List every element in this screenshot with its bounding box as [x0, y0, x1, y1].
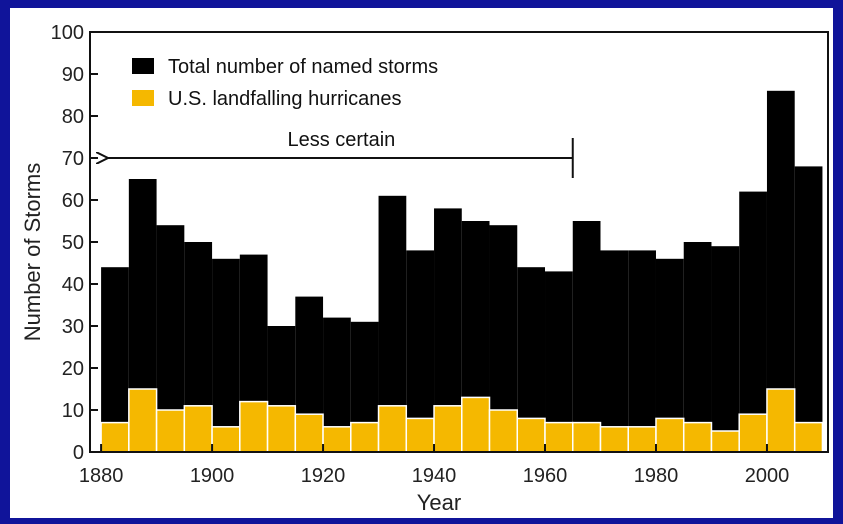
- bar-landfalling-hurricanes-1965: [572, 421, 602, 453]
- legend-label-landfalling-hurricanes: U.S. landfalling hurricanes: [168, 88, 401, 110]
- chart-panel: 0 10 20 30 40 50 60 70 80 90 100 1880 1900 1920 1940 19…: [10, 8, 833, 518]
- bar-landfalling-hurricanes-1995: [738, 413, 768, 453]
- bar-landfalling-hurricanes-1985: [682, 421, 713, 453]
- bar-landfalling-hurricanes-1990: [710, 430, 740, 453]
- bar-total-storms-1970: [600, 250, 629, 452]
- bar-landfalling-hurricanes-1960: [544, 421, 574, 453]
- bar-landfalling-hurricanes-1935: [405, 417, 435, 453]
- x-tick-label-1980: 1980: [634, 465, 679, 487]
- x-tick-label-1920: 1920: [301, 465, 346, 487]
- bar-total-storms-1995: [739, 191, 767, 452]
- bar-landfalling-hurricanes-1910: [266, 405, 297, 453]
- y-tick-label-60: 60: [62, 190, 84, 212]
- bar-landfalling-hurricanes-1920: [322, 426, 352, 453]
- bar-total-storms-1880: [101, 267, 129, 452]
- x-tick-label-1900: 1900: [190, 465, 235, 487]
- y-axis-title: Number of Storms: [20, 163, 45, 342]
- x-tick-label-1960: 1960: [523, 465, 568, 487]
- storms-bar-chart: 0 10 20 30 40 50 60 70 80 90 100 1880 1900 1920 1940 19…: [20, 22, 829, 515]
- y-tick-label-100: 100: [51, 22, 84, 44]
- bar-total-storms-1990: [711, 246, 740, 452]
- bar-landfalling-hurricanes-1885: [128, 388, 158, 453]
- bar-total-storms-1900: [212, 258, 240, 452]
- bar-landfalling-hurricanes-1950: [488, 409, 519, 453]
- x-tick-label-1880: 1880: [79, 465, 124, 487]
- bar-landfalling-hurricanes-1970: [599, 426, 629, 453]
- bar-landfalling-hurricanes-1980: [655, 417, 685, 453]
- y-tick-label-50: 50: [62, 232, 84, 254]
- y-tick-label-0: 0: [73, 442, 84, 464]
- axis-ticks: 0 10 20 30 40 50 60 70 80 90 100 1880 1900 1920 1940 19…: [51, 22, 790, 487]
- x-tick-label-1940: 1940: [412, 465, 457, 487]
- bar-landfalling-hurricanes-1930: [377, 405, 408, 453]
- less-certain-label: Less certain: [287, 129, 395, 151]
- y-tick-label-40: 40: [62, 274, 84, 296]
- bar-total-storms-1965: [572, 221, 601, 452]
- x-axis-title: Year: [417, 490, 461, 515]
- bar-landfalling-hurricanes-1925: [350, 421, 380, 453]
- x-tick-label-2000: 2000: [745, 465, 790, 487]
- bar-total-storms-1985: [683, 242, 712, 452]
- y-tick-label-90: 90: [62, 64, 84, 86]
- bar-landfalling-hurricanes-1890: [155, 409, 186, 453]
- y-tick-label-10: 10: [62, 400, 84, 422]
- bar-landfalling-hurricanes-1975: [627, 426, 657, 453]
- bar-landfalling-hurricanes-1895: [183, 405, 213, 453]
- y-tick-label-70: 70: [62, 148, 84, 170]
- bar-landfalling-hurricanes-1955: [516, 417, 546, 453]
- bar-total-storms-1975: [628, 250, 656, 452]
- legend: Total number of named storms U.S. landfa…: [132, 56, 438, 110]
- bar-landfalling-hurricanes-1945: [461, 396, 491, 453]
- bar-total-storms-2005: [794, 166, 823, 452]
- bars-layer: [100, 90, 824, 453]
- y-tick-label-80: 80: [62, 106, 84, 128]
- bar-landfalling-hurricanes-1900: [211, 426, 241, 453]
- bar-landfalling-hurricanes-2000: [766, 388, 796, 453]
- legend-label-total-storms: Total number of named storms: [168, 56, 438, 78]
- bar-landfalling-hurricanes-1915: [294, 413, 324, 453]
- legend-swatch-landfalling-hurricanes: [132, 90, 154, 106]
- legend-swatch-total-storms: [132, 58, 154, 74]
- less-certain-annotation: Less certain: [108, 129, 574, 178]
- bar-landfalling-hurricanes-1880: [100, 421, 130, 453]
- y-tick-label-20: 20: [62, 358, 84, 380]
- bar-landfalling-hurricanes-1905: [239, 400, 269, 453]
- bar-landfalling-hurricanes-2005: [793, 421, 824, 453]
- y-tick-label-30: 30: [62, 316, 84, 338]
- bar-landfalling-hurricanes-1940: [433, 405, 463, 453]
